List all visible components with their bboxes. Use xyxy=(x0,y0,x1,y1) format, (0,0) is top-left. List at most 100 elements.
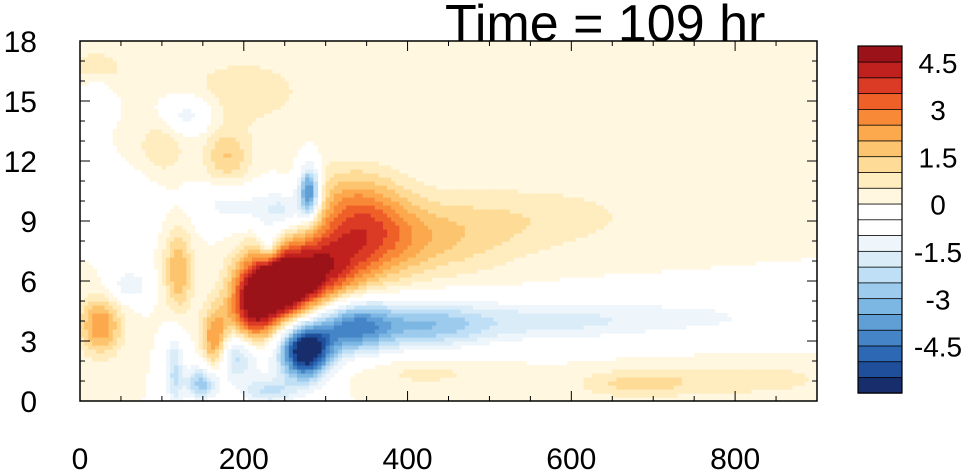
heatmap-cell xyxy=(96,69,102,74)
heatmap-cell xyxy=(231,81,237,86)
heatmap-cell xyxy=(342,73,347,78)
heatmap-cell xyxy=(288,209,294,214)
heatmap-cell xyxy=(264,221,269,226)
heatmap-cell xyxy=(243,65,249,70)
heatmap-cell xyxy=(354,133,360,138)
heatmap-cell xyxy=(280,209,286,214)
heatmap-cell xyxy=(133,345,138,350)
heatmap-cell xyxy=(292,325,298,330)
heatmap-cell xyxy=(170,61,175,66)
heatmap-cell xyxy=(104,357,110,362)
heatmap-cell xyxy=(362,285,368,290)
heatmap-cell xyxy=(264,285,269,290)
heatmap-cell xyxy=(235,289,241,294)
heatmap-cell xyxy=(374,329,380,334)
heatmap-cell xyxy=(264,89,269,94)
heatmap-cell xyxy=(206,93,212,98)
heatmap-cell xyxy=(141,329,147,334)
heatmap-cell xyxy=(272,69,278,74)
heatmap-cell xyxy=(161,241,167,246)
heatmap-cell xyxy=(145,57,151,62)
heatmap-cell xyxy=(80,281,85,286)
heatmap-cell xyxy=(350,145,355,150)
heatmap-cell xyxy=(100,305,106,310)
heatmap-cell xyxy=(84,269,89,274)
heatmap-cell xyxy=(301,185,306,190)
heatmap-cell xyxy=(276,253,282,258)
heatmap-cell xyxy=(366,301,372,306)
heatmap-cell xyxy=(354,381,360,386)
heatmap-cell xyxy=(186,369,192,374)
heatmap-cell xyxy=(206,325,212,330)
heatmap-cell xyxy=(231,309,237,314)
heatmap-cell xyxy=(100,389,106,394)
heatmap-cell xyxy=(133,337,138,342)
heatmap-cell xyxy=(84,81,89,86)
heatmap-cell xyxy=(239,157,245,162)
heatmap-cell xyxy=(88,349,93,354)
heatmap-cell xyxy=(284,349,290,354)
heatmap-cell xyxy=(251,213,257,218)
heatmap-cell xyxy=(235,161,241,166)
heatmap-cell xyxy=(133,369,138,374)
heatmap-cell xyxy=(350,329,355,334)
heatmap-cell xyxy=(129,137,134,142)
heatmap-cell xyxy=(219,285,224,290)
heatmap-cell xyxy=(260,49,265,54)
heatmap-cell xyxy=(288,257,294,262)
heatmap-cell xyxy=(309,381,314,386)
heatmap-cell xyxy=(256,321,261,326)
heatmap-cell xyxy=(350,69,355,74)
heatmap-cell xyxy=(350,209,355,214)
heatmap-cell xyxy=(88,49,93,54)
heatmap-cell xyxy=(321,257,327,262)
heatmap-cell xyxy=(190,73,196,78)
heatmap-cell xyxy=(280,85,286,90)
heatmap-cell xyxy=(108,361,114,366)
heatmap-cell xyxy=(141,361,147,366)
heatmap-cell xyxy=(223,253,228,258)
heatmap-cell xyxy=(137,365,143,370)
heatmap-cell xyxy=(309,137,314,142)
heatmap-cell xyxy=(325,177,331,182)
heatmap-cell xyxy=(165,149,171,154)
heatmap-cell xyxy=(297,121,302,126)
heatmap-cell xyxy=(223,45,228,50)
heatmap-cell xyxy=(305,125,310,130)
heatmap-cell xyxy=(108,293,114,298)
heatmap-cell xyxy=(346,57,351,62)
heatmap-cell xyxy=(264,293,269,298)
heatmap-cell xyxy=(317,385,323,390)
heatmap-cell xyxy=(337,121,343,126)
heatmap-cell xyxy=(251,385,257,390)
heatmap-cell xyxy=(301,221,306,226)
heatmap-cell xyxy=(325,257,331,262)
heatmap-cell xyxy=(186,297,192,302)
heatmap-cell xyxy=(194,365,200,370)
heatmap-cell xyxy=(366,105,372,110)
heatmap-cell xyxy=(141,341,147,346)
heatmap-cell xyxy=(170,357,175,362)
heatmap-cell xyxy=(276,209,282,214)
heatmap-cell xyxy=(165,269,171,274)
heatmap-cell xyxy=(256,285,261,290)
heatmap-cell xyxy=(297,373,302,378)
heatmap-cell xyxy=(231,65,237,70)
heatmap-cell xyxy=(374,73,380,78)
heatmap-cell xyxy=(186,173,192,178)
heatmap-cell xyxy=(297,185,302,190)
heatmap-cell xyxy=(284,385,290,390)
heatmap-cell xyxy=(354,209,360,214)
heatmap-cell xyxy=(165,157,171,162)
heatmap-cell xyxy=(165,385,171,390)
heatmap-cell xyxy=(288,205,294,210)
heatmap-cell xyxy=(223,101,228,106)
heatmap-cell xyxy=(96,297,102,302)
heatmap-cell xyxy=(280,337,286,342)
heatmap-cell xyxy=(268,257,274,262)
heatmap-cell xyxy=(272,353,278,358)
heatmap-cell xyxy=(288,149,294,154)
heatmap-cell xyxy=(317,221,323,226)
heatmap-cell xyxy=(198,85,204,90)
heatmap-cell xyxy=(116,389,122,394)
